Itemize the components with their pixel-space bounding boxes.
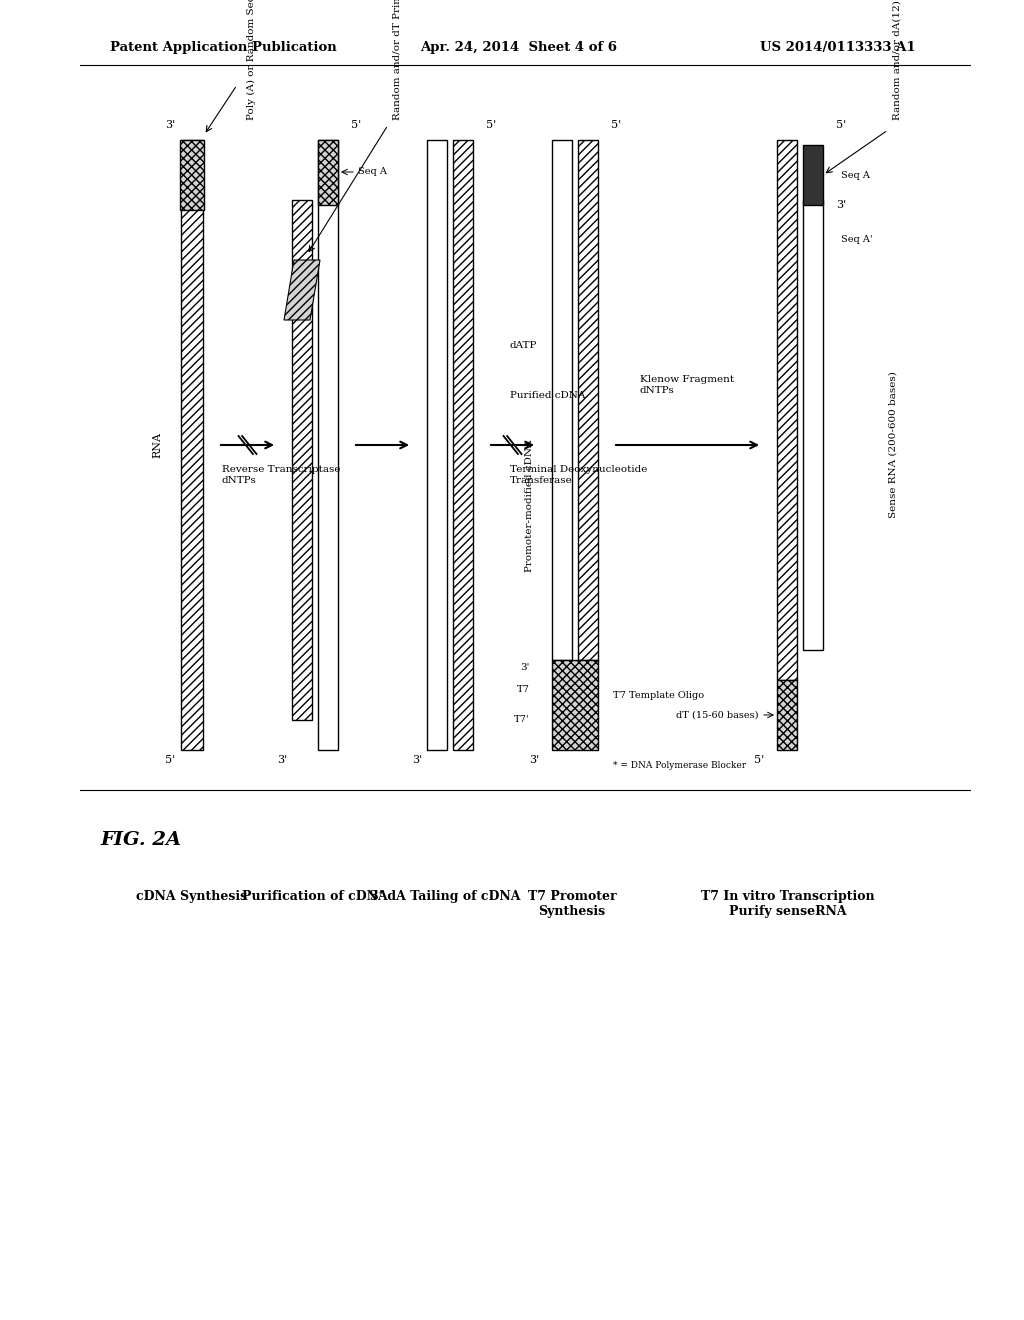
Text: Seq A: Seq A [841, 170, 869, 180]
Bar [803, 145, 823, 205]
Text: Purified cDNA: Purified cDNA [510, 391, 586, 400]
Text: RNA: RNA [152, 432, 162, 458]
Bar [181, 140, 203, 750]
Text: Patent Application Publication: Patent Application Publication [110, 41, 337, 54]
Text: 3': 3' [836, 201, 846, 210]
Text: US 2014/0113333 A1: US 2014/0113333 A1 [760, 41, 915, 54]
Text: 5': 5' [754, 755, 764, 766]
Text: dATP: dATP [510, 341, 538, 350]
Text: 3': 3' [165, 120, 175, 129]
Text: Random and/or dA(12): Random and/or dA(12) [893, 0, 902, 120]
Bar [552, 140, 572, 660]
Text: Apr. 24, 2014  Sheet 4 of 6: Apr. 24, 2014 Sheet 4 of 6 [420, 41, 617, 54]
Text: Sense RNA (200-600 bases): Sense RNA (200-600 bases) [889, 371, 897, 519]
Text: 5': 5' [165, 755, 175, 766]
Text: * = DNA Polymerase Blocker: * = DNA Polymerase Blocker [613, 760, 746, 770]
Text: dT (15-60 bases): dT (15-60 bases) [677, 710, 759, 719]
Bar [427, 140, 447, 750]
Bar [292, 201, 312, 719]
Text: Terminal Deoxynucleotide
Transferase: Terminal Deoxynucleotide Transferase [510, 465, 647, 484]
Text: 3': 3' [520, 664, 530, 672]
Text: T7': T7' [514, 715, 530, 725]
Text: Purification of cDNA: Purification of cDNA [242, 890, 388, 903]
Bar [777, 680, 797, 750]
Text: T7 In vitro Transcription
Purify senseRNA: T7 In vitro Transcription Purify senseRN… [701, 890, 874, 917]
Text: Seq A: Seq A [358, 168, 387, 177]
Text: 5': 5' [836, 120, 846, 129]
Text: Random and/or dT Primers: Random and/or dT Primers [393, 0, 402, 120]
Text: T7 Promoter
Synthesis: T7 Promoter Synthesis [527, 890, 616, 917]
Bar [777, 140, 797, 680]
Bar [180, 140, 204, 210]
Text: 5': 5' [351, 120, 361, 129]
Text: 5': 5' [485, 120, 496, 129]
Text: FIG. 2A: FIG. 2A [100, 832, 181, 849]
Polygon shape [284, 260, 319, 319]
Text: 3': 3' [276, 755, 287, 766]
Bar [552, 660, 598, 750]
Text: T7: T7 [517, 685, 530, 694]
Text: 3’ dA Tailing of cDNA: 3’ dA Tailing of cDNA [370, 890, 520, 903]
Text: 3': 3' [528, 755, 539, 766]
Bar [318, 140, 338, 750]
Bar [578, 140, 598, 660]
Text: T7 Template Oligo: T7 Template Oligo [613, 690, 705, 700]
Text: 5': 5' [611, 120, 622, 129]
Bar [318, 140, 338, 205]
Bar [803, 201, 823, 649]
Text: Klenow Fragment
dNTPs: Klenow Fragment dNTPs [640, 375, 734, 395]
Text: 3': 3' [412, 755, 422, 766]
Text: Promoter-modified cDNA: Promoter-modified cDNA [525, 440, 534, 573]
Bar [453, 140, 473, 750]
Text: cDNA Synthesis: cDNA Synthesis [136, 890, 248, 903]
Text: Seq A': Seq A' [841, 235, 872, 244]
Text: Poly (A) or Random Seq.: Poly (A) or Random Seq. [247, 0, 256, 120]
Text: Reverse Transcriptase
dNTPs: Reverse Transcriptase dNTPs [222, 465, 341, 484]
